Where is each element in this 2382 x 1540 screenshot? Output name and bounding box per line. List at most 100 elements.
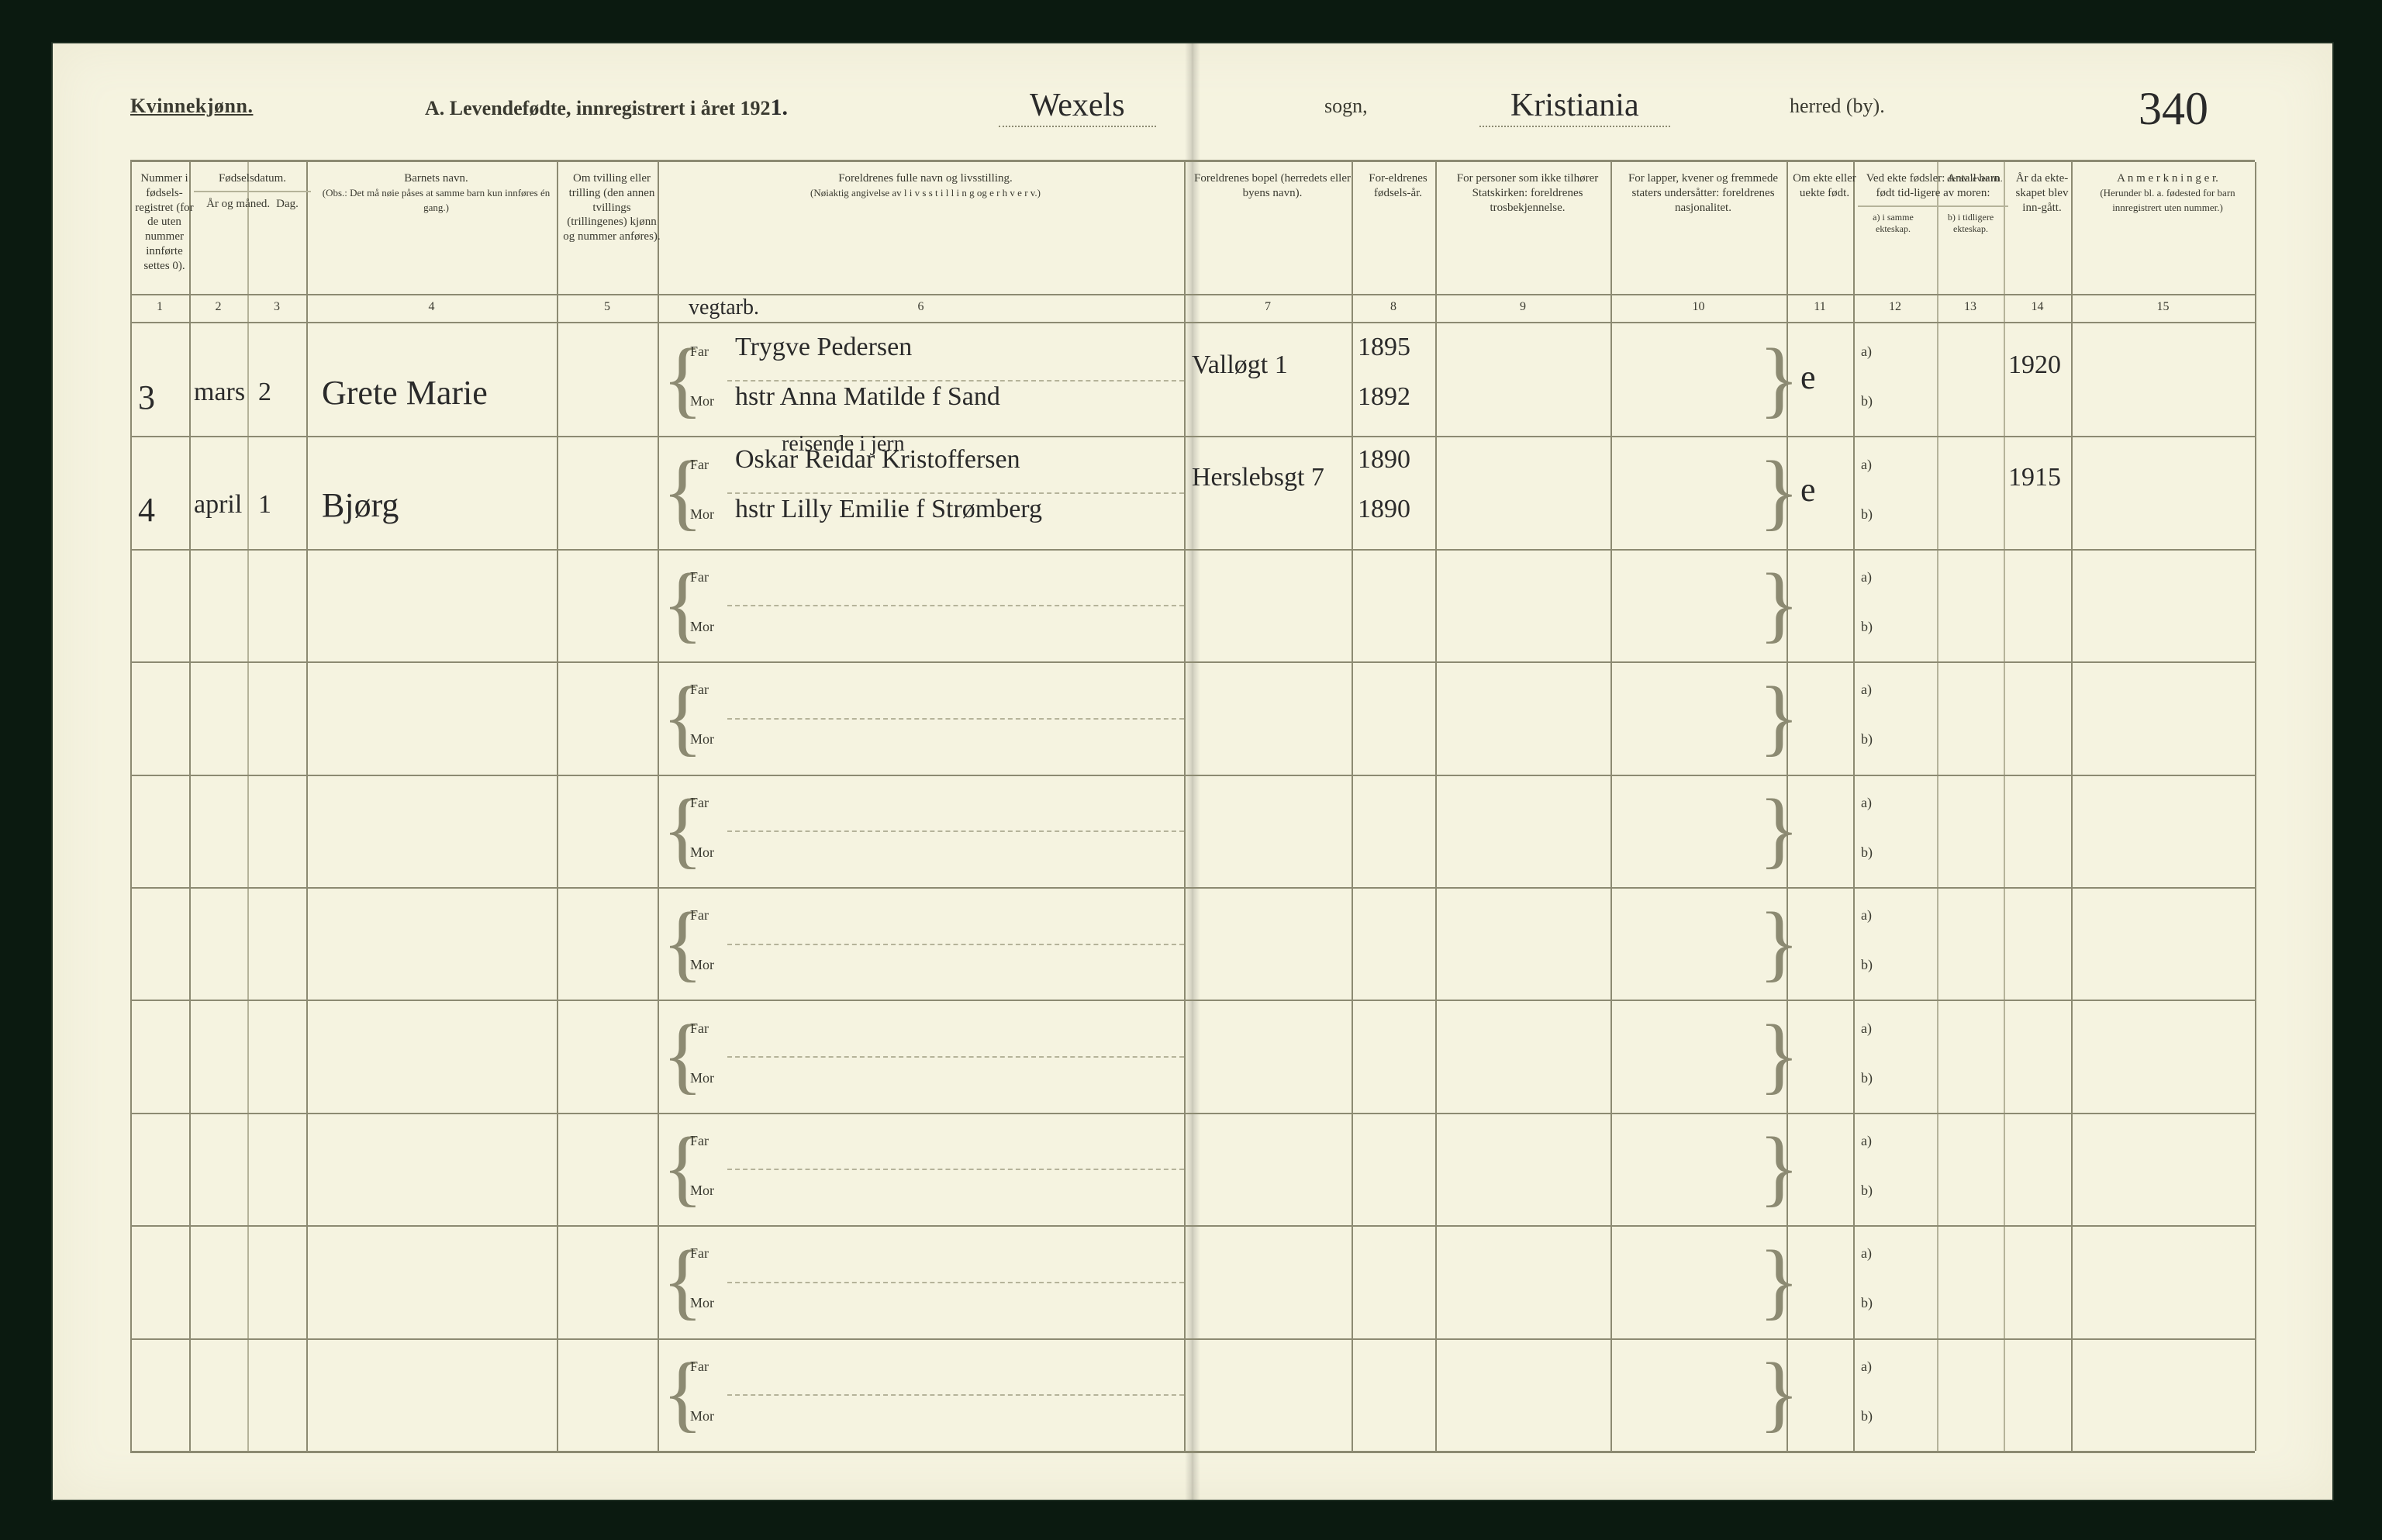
- colnum-7: 7: [1184, 300, 1352, 314]
- entry-legitimacy: e: [1800, 470, 1816, 509]
- th-col13: derav lever nu.: [1937, 168, 2013, 288]
- title-prefix: A. Levendefødte, innregistrert i året 19…: [425, 97, 771, 119]
- brace-close-icon: }: [1759, 1363, 1800, 1423]
- label-mor: Mor: [690, 619, 714, 635]
- entry-number: 3: [138, 378, 155, 417]
- brace-close-icon: }: [1759, 1251, 1800, 1310]
- page-number-handwritten: 340: [2139, 82, 2208, 136]
- label-far: Far: [690, 795, 709, 811]
- entry-month: mars: [194, 378, 245, 407]
- entry-marriage-year: 1920: [2008, 350, 2061, 380]
- brace-close-icon: }: [1759, 687, 1800, 747]
- label-b: b): [1861, 1070, 1873, 1086]
- colnum-14: 14: [2004, 300, 2071, 314]
- colnum-2: 2: [189, 300, 247, 314]
- entry-father-birthyear: 1890: [1358, 445, 1410, 475]
- colnum-10: 10: [1610, 300, 1786, 314]
- label-mor: Mor: [690, 731, 714, 748]
- ledger-page: Kvinnekjønn. A. Levendefødte, innregistr…: [51, 42, 2334, 1501]
- entry-mother-birthyear: 1892: [1358, 382, 1410, 412]
- occupation-note-handwritten: vegtarb.: [689, 295, 759, 320]
- table-header: Nummer i fødsels-registret (for de uten …: [130, 162, 2255, 295]
- label-mor: Mor: [690, 844, 714, 861]
- entry-mother-name: hstr Lilly Emilie f Strømberg: [735, 495, 1042, 524]
- table-body: {FarMor}a)b) 3 mars 2 Grete Marie Trygve Pede…: [130, 323, 2255, 1451]
- label-b: b): [1861, 1295, 1873, 1311]
- label-far: Far: [690, 457, 709, 473]
- label-b: b): [1861, 393, 1873, 409]
- th-col9: For personer som ikke tilhører Statskirk…: [1435, 168, 1620, 288]
- label-mor: Mor: [690, 1295, 714, 1311]
- label-b: b): [1861, 506, 1873, 523]
- entry-child-name: Grete Marie: [322, 373, 488, 413]
- colnum-15: 15: [2071, 300, 2255, 314]
- table-row: {FarMor}a)b): [130, 661, 2255, 775]
- table-row: {FarMor}a)b): [130, 1338, 2255, 1452]
- brace-close-icon: }: [1759, 349, 1800, 409]
- label-far: Far: [690, 1359, 709, 1375]
- label-a: a): [1861, 1245, 1872, 1262]
- district-label: herred (by).: [1790, 95, 1885, 118]
- page-title: A. Levendefødte, innregistrert i året 19…: [425, 95, 788, 121]
- colnum-13: 13: [1937, 300, 2004, 314]
- label-a: a): [1861, 1359, 1872, 1375]
- brace-close-icon: }: [1759, 1138, 1800, 1197]
- th-col2b: Dag.: [276, 197, 299, 212]
- label-b: b): [1861, 957, 1873, 973]
- label-far: Far: [690, 682, 709, 698]
- th-col2a: År og måned.: [206, 197, 270, 212]
- table-row: {FarMor}a)b): [130, 549, 2255, 663]
- th-col4: Barnets navn. (Obs.: Det må nøie påses a…: [306, 168, 566, 288]
- district-handwritten: Kristiania: [1479, 87, 1670, 127]
- table-row: {FarMor}a)b): [130, 887, 2255, 1001]
- label-far: Far: [690, 344, 709, 360]
- label-mor: Mor: [690, 1408, 714, 1424]
- colnum-4: 4: [306, 300, 557, 314]
- brace-close-icon: }: [1759, 574, 1800, 634]
- entry-residence: Valløgt 1: [1192, 350, 1288, 380]
- entry-day: 2: [258, 378, 271, 407]
- label-a: a): [1861, 344, 1872, 360]
- label-b: b): [1861, 1183, 1873, 1199]
- colnum-9: 9: [1435, 300, 1610, 314]
- page-header: Kvinnekjønn. A. Levendefødte, innregistr…: [130, 90, 2255, 144]
- column-number-row: 1 2 3 4 5 6 7 8 9 10 11 12 13 14 15 vegt…: [130, 295, 2255, 323]
- table-row: {FarMor}a)b): [130, 1113, 2255, 1227]
- table-row: {FarMor}a)b): [130, 1225, 2255, 1339]
- table-row: {FarMor}a)b): [130, 775, 2255, 889]
- brace-close-icon: }: [1759, 913, 1800, 972]
- th-col5: Om tvilling eller trilling (den annen tv…: [557, 168, 667, 288]
- label-mor: Mor: [690, 506, 714, 523]
- th-col15: A n m e r k n i n g e r. (Herunder bl. a…: [2071, 168, 2264, 288]
- label-far: Far: [690, 1020, 709, 1037]
- colnum-11: 11: [1786, 300, 1853, 314]
- label-far: Far: [690, 1245, 709, 1262]
- entry-father-name: Oskar Reidar Kristoffersen: [735, 445, 1020, 475]
- colnum-5: 5: [557, 300, 658, 314]
- colnum-12: 12: [1853, 300, 1937, 314]
- th-col6: Foreldrenes fulle navn og livsstilling. …: [658, 168, 1193, 288]
- table-row: {FarMor}a)b): [130, 1000, 2255, 1114]
- label-mor: Mor: [690, 1183, 714, 1199]
- entry-mother-birthyear: 1890: [1358, 495, 1410, 524]
- label-mor: Mor: [690, 1070, 714, 1086]
- entry-father-name: Trygve Pedersen: [735, 333, 912, 362]
- label-b: b): [1861, 844, 1873, 861]
- table-row: {FarMor}a)b)4april1Bjørgreisende i jernO…: [130, 436, 2255, 550]
- gender-heading: Kvinnekjønn.: [130, 95, 253, 118]
- th-col14: År da ekte-skapet blev inn-gått.: [2004, 168, 2080, 288]
- th-col2: Fødselsdatum. År og måned. Dag.: [189, 168, 316, 288]
- label-far: Far: [690, 569, 709, 585]
- label-a: a): [1861, 457, 1872, 473]
- entry-father-birthyear: 1895: [1358, 333, 1410, 362]
- label-far: Far: [690, 1133, 709, 1149]
- th-col10: For lapper, kvener og fremmede staters u…: [1610, 168, 1796, 288]
- colnum-3: 3: [247, 300, 306, 314]
- entry-number: 4: [138, 490, 155, 530]
- label-b: b): [1861, 1408, 1873, 1424]
- entry-child-name: Bjørg: [322, 485, 399, 525]
- label-a: a): [1861, 795, 1872, 811]
- th-col11: Om ekte eller uekte født.: [1786, 168, 1862, 288]
- label-far: Far: [690, 907, 709, 924]
- label-a: a): [1861, 1133, 1872, 1149]
